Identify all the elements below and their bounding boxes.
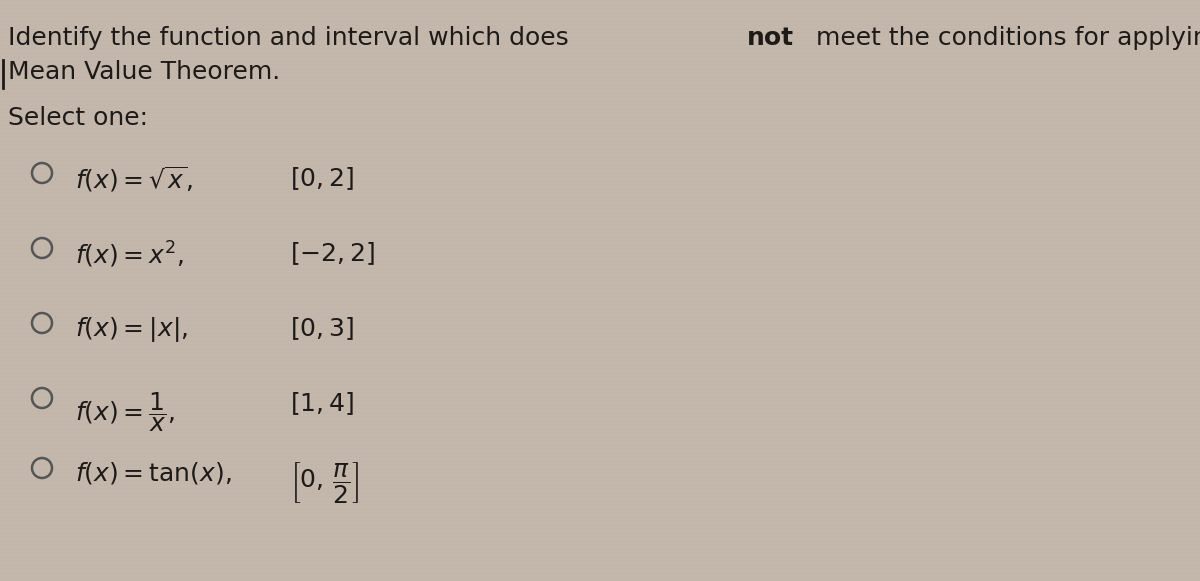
Text: $\left[0,\, \dfrac{\pi}{2}\right]$: $\left[0,\, \dfrac{\pi}{2}\right]$ <box>290 460 360 505</box>
Text: not: not <box>746 26 793 50</box>
Text: $[-2, 2]$: $[-2, 2]$ <box>290 240 374 267</box>
Text: $f(x) = |x|,$: $f(x) = |x|,$ <box>74 315 188 344</box>
Text: $f(x) = \dfrac{1}{x},$: $f(x) = \dfrac{1}{x},$ <box>74 390 175 434</box>
Text: Mean Value Theorem.: Mean Value Theorem. <box>8 60 281 84</box>
Text: meet the conditions for applying the: meet the conditions for applying the <box>808 26 1200 50</box>
Text: Select one:: Select one: <box>8 106 148 130</box>
Text: $[0, 2]$: $[0, 2]$ <box>290 165 354 192</box>
Text: $f(x) = \tan(x),$: $f(x) = \tan(x),$ <box>74 460 232 486</box>
Text: $[1, 4]$: $[1, 4]$ <box>290 390 354 417</box>
Text: Identify the function and interval which does: Identify the function and interval which… <box>8 26 577 50</box>
Text: $f(x) = x^2,$: $f(x) = x^2,$ <box>74 240 184 270</box>
Text: $f(x) = \sqrt{x},$: $f(x) = \sqrt{x},$ <box>74 165 193 195</box>
Text: $[0, 3]$: $[0, 3]$ <box>290 315 354 342</box>
